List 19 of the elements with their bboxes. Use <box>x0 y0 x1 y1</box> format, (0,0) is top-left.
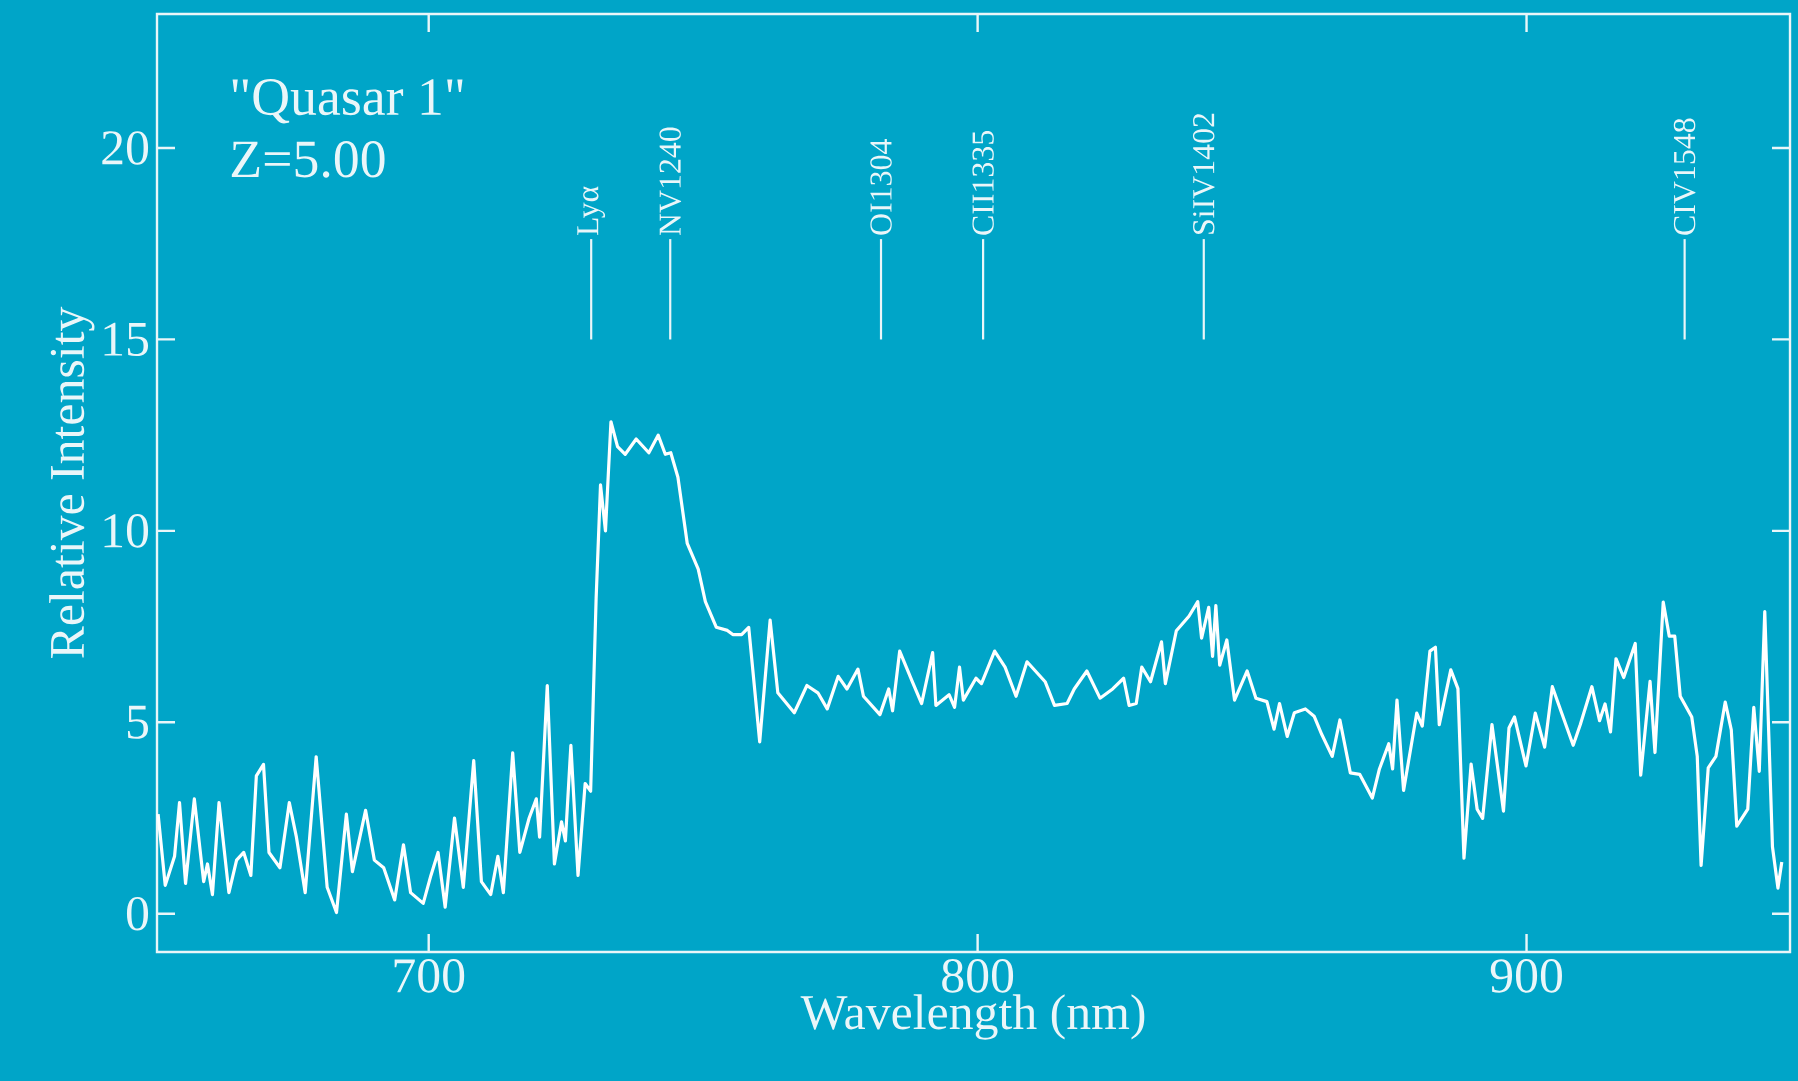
y-tick-label: 0 <box>126 896 149 931</box>
ref-line-label: CII1335 <box>972 131 994 235</box>
x-tick-label: 700 <box>394 959 465 993</box>
y-tick-label: 5 <box>127 705 149 739</box>
ref-line-label: NV1240 <box>659 127 682 236</box>
annotation: "Quasar 1" <box>232 79 463 124</box>
x-axis-title: Wavelength (nm) <box>800 994 1145 1040</box>
annotation: Z=5.00 <box>231 141 385 178</box>
y-tick-label: 10 <box>104 514 149 548</box>
line-series <box>156 420 1784 915</box>
ref-line-label: SiIV1402 <box>1192 113 1215 234</box>
ref-line-label: Lyα <box>577 186 606 236</box>
ref-line-label: OI1304 <box>870 139 892 235</box>
x-tick-label: 800 <box>942 959 1014 993</box>
x-tick-label: 900 <box>1490 959 1562 993</box>
y-tick-label: 20 <box>102 131 149 165</box>
y-axis-title: Relative Intensity <box>49 306 95 658</box>
y-tick-label: 15 <box>104 322 149 357</box>
ref-line-label: CIV1548 <box>1673 118 1696 235</box>
